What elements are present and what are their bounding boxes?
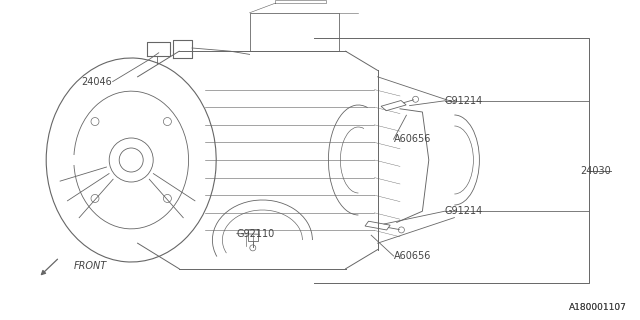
Text: G92110: G92110 <box>237 228 275 239</box>
Text: A60656: A60656 <box>394 134 431 144</box>
Text: G91214: G91214 <box>445 96 483 106</box>
Text: 24030: 24030 <box>580 166 611 176</box>
Text: FRONT: FRONT <box>74 261 107 271</box>
Text: A180001107: A180001107 <box>570 303 627 312</box>
Text: 24046: 24046 <box>81 76 112 87</box>
Text: G91214: G91214 <box>445 206 483 216</box>
Text: A180001107: A180001107 <box>570 303 627 312</box>
Text: A60656: A60656 <box>394 251 431 261</box>
